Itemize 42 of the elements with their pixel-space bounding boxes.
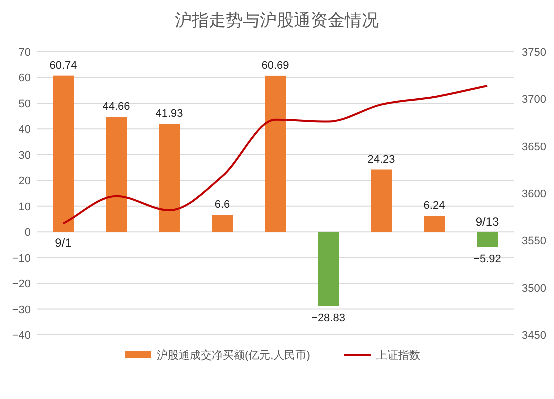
bar xyxy=(318,232,339,306)
y2-tick-label: 3700 xyxy=(522,94,546,106)
y-tick-label: −40 xyxy=(12,330,31,342)
data-label: −5.92 xyxy=(474,253,502,266)
y-tick-label: −10 xyxy=(12,252,31,265)
y-tick-label: 20 xyxy=(18,176,31,188)
y2-tick-label: 3450 xyxy=(522,330,546,342)
y-tick-label: 60 xyxy=(18,72,31,85)
y2-tick-label: 3600 xyxy=(522,188,546,200)
bar xyxy=(424,216,445,232)
y-tick-label: 40 xyxy=(18,124,31,136)
bar xyxy=(106,117,127,232)
x-tick-label: 9/1 xyxy=(55,236,72,250)
data-label: 60.74 xyxy=(50,60,78,72)
y2-tick-label: 3650 xyxy=(522,141,546,154)
data-label: 41.93 xyxy=(156,108,184,120)
legend-label: 上证指数 xyxy=(376,349,420,362)
bar xyxy=(371,170,392,232)
y-tick-label: −30 xyxy=(12,304,31,316)
bar xyxy=(477,232,498,248)
y-tick-label: −20 xyxy=(12,278,31,291)
data-label: −28.83 xyxy=(312,312,346,324)
y2-tick-label: 3750 xyxy=(522,47,546,59)
chart-title: 沪指走势与沪股通资金情况 xyxy=(175,11,379,30)
bar xyxy=(265,76,286,232)
data-label: 6.6 xyxy=(214,199,230,212)
y-tick-label: 10 xyxy=(18,201,31,214)
y2-tick-label: 3500 xyxy=(522,282,546,295)
x-tick-label: 9/13 xyxy=(476,215,500,230)
y-tick-label: 70 xyxy=(18,47,31,59)
data-label: 24.23 xyxy=(368,154,396,166)
data-label: 60.69 xyxy=(262,60,290,72)
y-tick-label: 50 xyxy=(18,98,31,110)
bar xyxy=(212,215,233,232)
legend-label: 沪股通成交净买额(亿元,人民币) xyxy=(157,349,310,362)
y-tick-label: 30 xyxy=(18,150,31,162)
bar xyxy=(159,124,180,232)
y-tick-label: 0 xyxy=(24,227,31,240)
data-label: 44.66 xyxy=(102,101,130,114)
data-label: 6.24 xyxy=(424,200,446,212)
y2-tick-label: 3550 xyxy=(522,236,546,248)
bar xyxy=(53,76,74,232)
